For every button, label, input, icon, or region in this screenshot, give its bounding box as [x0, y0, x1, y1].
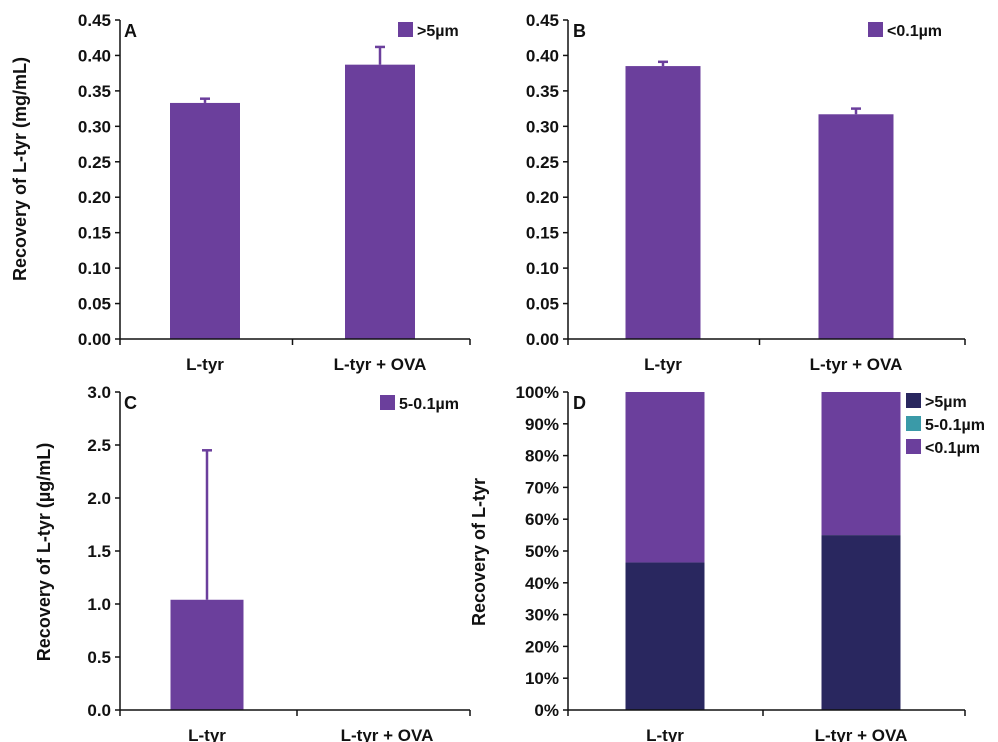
y-tick-label: 0.0 — [87, 701, 111, 720]
panel-c: L-tyr L-tyr + OVA 0.0 0.5 1.0 1.5 2.0 2.5 3.0 C Re… — [34, 383, 471, 742]
y-tick-label: 0.25 — [526, 153, 559, 172]
y-tick-label: 20% — [525, 637, 559, 656]
y-tick-label: 80% — [525, 447, 559, 466]
y-tick-label: 0.40 — [526, 46, 559, 65]
y-tick-label: 0.45 — [78, 11, 111, 30]
panel-a: L-tyr L-tyr + OVA 0.00 0.05 0.10 0.15 0.20 0.25… — [10, 11, 471, 374]
bar-segment — [625, 392, 705, 563]
x-tick-label: L-tyr + OVA — [810, 355, 903, 374]
y-tick-label: 0.10 — [526, 259, 559, 278]
bar-segment — [821, 535, 901, 710]
legend-swatch — [380, 395, 395, 410]
y-tick-label: 100% — [516, 383, 559, 402]
y-tick-label: 3.0 — [87, 383, 111, 402]
panel-label: A — [124, 21, 137, 41]
y-axis-label: Recovery of L-tyr (µg/mL) — [34, 443, 54, 661]
x-tick-label: L-tyr + OVA — [815, 726, 908, 742]
y-tick-label: 0.20 — [526, 188, 559, 207]
y-tick-label: 1.0 — [87, 595, 111, 614]
y-axis-label: Recovery of L-tyr (mg/mL) — [10, 57, 30, 281]
legend-label: <0.1µm — [925, 440, 980, 457]
x-tick-label: L-tyr — [646, 726, 684, 742]
legend-swatch — [398, 22, 413, 37]
y-tick-label: 60% — [525, 510, 559, 529]
y-tick-label: 0.05 — [526, 295, 559, 314]
x-tick-label: L-tyr + OVA — [341, 726, 434, 742]
y-tick-label: 0.35 — [526, 82, 559, 101]
legend-swatch — [906, 416, 921, 431]
panel-label: C — [124, 393, 137, 413]
y-tick-label: 0.00 — [526, 330, 559, 349]
y-tick-label: 0.20 — [78, 188, 111, 207]
y-tick-label: 1.5 — [87, 542, 111, 561]
bar-segment — [625, 562, 705, 710]
legend-label: 5-0.1µm — [399, 396, 459, 413]
y-tick-label: 0% — [534, 701, 559, 720]
y-tick-label: 50% — [525, 542, 559, 561]
y-tick-label: 0.35 — [78, 82, 111, 101]
y-tick-label: 30% — [525, 606, 559, 625]
legend-label: 5-0.1µm — [925, 417, 985, 434]
y-tick-label: 0.30 — [526, 117, 559, 136]
y-tick-label: 0.10 — [78, 259, 111, 278]
panel-b: L-tyr L-tyr + OVA 0.00 0.05 0.10 0.15 0.20 0.25… — [526, 11, 966, 374]
x-tick-label: L-tyr — [644, 355, 682, 374]
legend-label: >5µm — [925, 394, 967, 411]
y-tick-label: 0.05 — [78, 295, 111, 314]
bar — [170, 599, 244, 710]
legend-label: >5µm — [417, 23, 459, 40]
x-tick-label: L-tyr + OVA — [334, 355, 427, 374]
y-tick-label: 0.00 — [78, 330, 111, 349]
y-tick-label: 0.15 — [526, 224, 559, 243]
y-tick-label: 0.40 — [78, 46, 111, 65]
legend-swatch — [868, 22, 883, 37]
y-tick-label: 0.5 — [87, 648, 111, 667]
y-tick-label: 40% — [525, 574, 559, 593]
x-tick-label: L-tyr — [186, 355, 224, 374]
y-tick-label: 70% — [525, 478, 559, 497]
y-tick-label: 0.45 — [526, 11, 559, 30]
panel-label: D — [573, 393, 586, 413]
y-tick-label: 0.25 — [78, 153, 111, 172]
y-tick-label: 10% — [525, 669, 559, 688]
panel-label: B — [573, 21, 586, 41]
legend-swatch — [906, 393, 921, 408]
x-tick-label: L-tyr — [188, 726, 226, 742]
panel-d: L-tyr L-tyr + OVA 0% 10% 20% 30% 40% 50% 60% 70% 8… — [469, 383, 985, 742]
y-tick-label: 2.5 — [87, 436, 111, 455]
bar — [345, 64, 415, 339]
y-tick-label: 0.15 — [78, 224, 111, 243]
y-tick-label: 0.30 — [78, 117, 111, 136]
bar — [170, 102, 240, 339]
bar-segment — [821, 392, 901, 536]
legend-swatch — [906, 439, 921, 454]
y-axis-label: Recovery of L-tyr — [469, 478, 489, 626]
y-tick-label: 90% — [525, 415, 559, 434]
y-tick-label: 2.0 — [87, 489, 111, 508]
bar — [818, 114, 894, 339]
bar — [625, 66, 701, 340]
legend-label: <0.1µm — [887, 23, 942, 40]
